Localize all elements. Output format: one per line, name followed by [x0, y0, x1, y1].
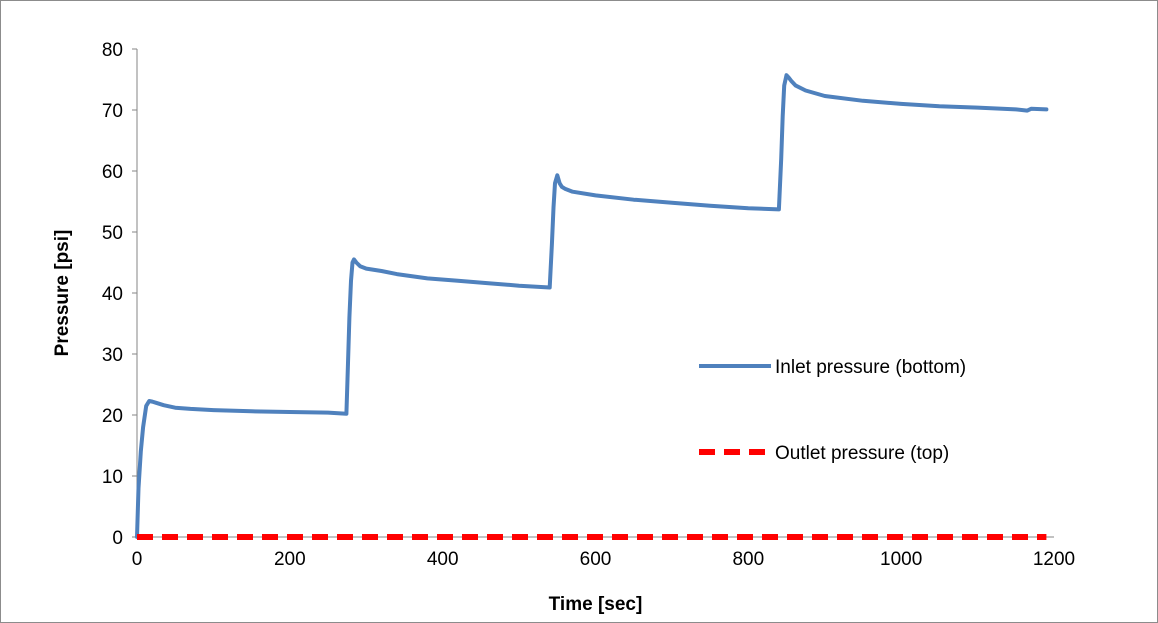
legend-label-inlet: Inlet pressure (bottom): [775, 357, 966, 378]
x-tick-label: 400: [427, 549, 459, 570]
x-tick-label: 800: [732, 549, 764, 570]
x-tick-label: 1200: [1033, 549, 1075, 570]
y-tick-label: 0: [112, 528, 123, 549]
y-tick-label: 80: [102, 40, 123, 61]
y-tick-label: 70: [102, 101, 123, 122]
x-tick-label: 0: [132, 549, 143, 570]
series-line-inlet: [135, 73, 1049, 539]
y-tick-label: 40: [102, 284, 123, 305]
x-tick-label: 200: [274, 549, 306, 570]
y-tick-label: 20: [102, 406, 123, 427]
y-axis-title: Pressure [psi]: [52, 230, 73, 357]
y-tick-label: 50: [102, 223, 123, 244]
legend: Inlet pressure (bottom) Outlet pressure …: [699, 357, 966, 464]
x-axis-title: Time [sec]: [549, 594, 643, 615]
y-tick-label: 10: [102, 467, 123, 488]
x-tick-label: 600: [580, 549, 612, 570]
series-lines: [135, 73, 1049, 540]
y-tick-label: 60: [102, 162, 123, 183]
legend-label-outlet: Outlet pressure (top): [775, 443, 949, 464]
x-tick-label: 1000: [880, 549, 922, 570]
y-tick-label: 30: [102, 345, 123, 366]
